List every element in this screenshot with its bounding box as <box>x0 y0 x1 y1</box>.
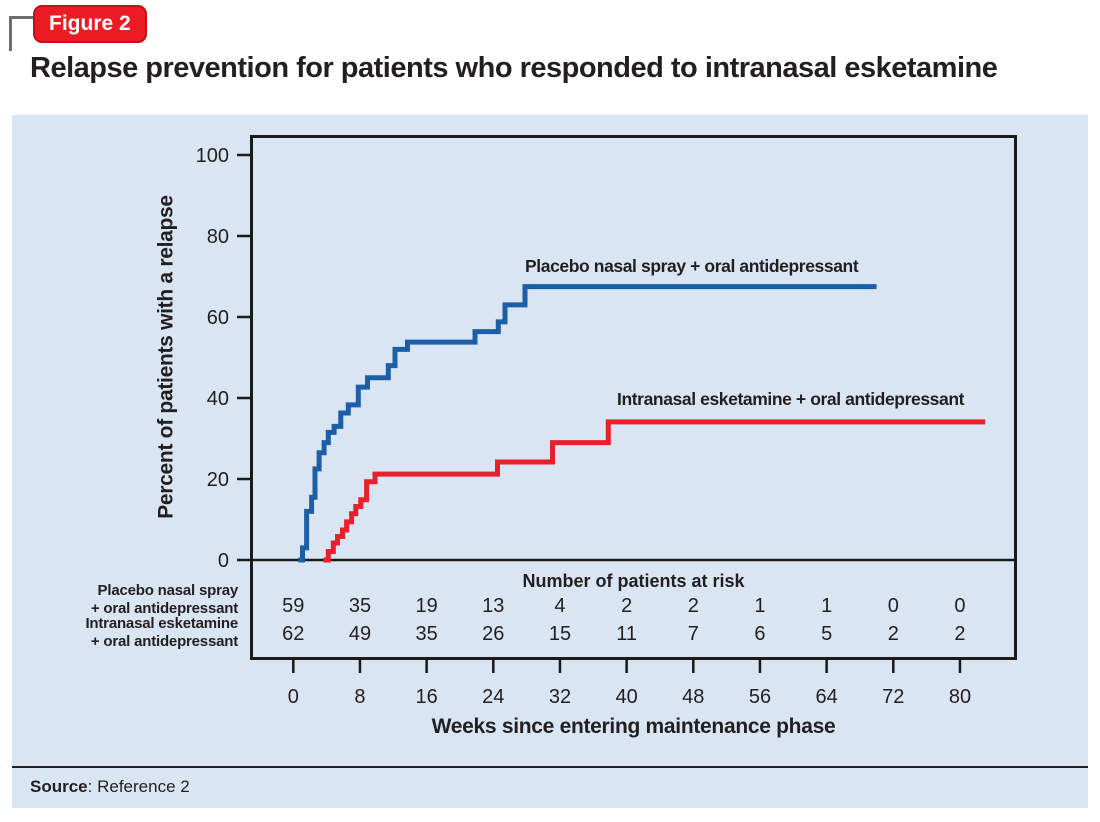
corner-bracket <box>9 16 42 51</box>
x-tick-label: 48 <box>682 686 704 708</box>
y-tick-label: 60 <box>207 307 229 329</box>
x-tick-label: 32 <box>549 686 571 708</box>
series-label-1: Intranasal esketamine + oral antidepress… <box>617 389 965 409</box>
risk-table-heading: Number of patients at risk <box>522 571 745 591</box>
risk-value: 4 <box>554 595 565 617</box>
plot-border <box>250 135 1017 660</box>
risk-value: 0 <box>954 595 965 617</box>
y-tick-label: 100 <box>196 145 229 167</box>
source-note: Source: Reference 2 <box>30 777 190 797</box>
risk-value: 1 <box>754 595 765 617</box>
x-tick-label: 0 <box>288 686 299 708</box>
x-tick-label: 80 <box>949 686 971 708</box>
risk-value: 7 <box>688 623 699 645</box>
risk-value: 1 <box>821 595 832 617</box>
risk-value: 5 <box>821 623 832 645</box>
risk-value: 2 <box>954 623 965 645</box>
risk-value: 6 <box>754 623 765 645</box>
y-tick-label: 0 <box>218 550 229 572</box>
source-text: : Reference 2 <box>87 777 190 796</box>
x-axis-title: Weeks since entering maintenance phase <box>432 715 836 738</box>
x-tick-label: 56 <box>749 686 771 708</box>
series-line-1 <box>323 419 985 563</box>
figure-title: Relapse prevention for patients who resp… <box>30 52 998 84</box>
risk-row-label: + oral antidepressant <box>91 600 238 617</box>
x-tick-label: 40 <box>616 686 638 708</box>
x-tick-label: 64 <box>816 686 838 708</box>
risk-value: 2 <box>888 623 899 645</box>
series-line-0 <box>298 284 877 563</box>
risk-value: 59 <box>282 595 304 617</box>
figure-badge: Figure 2 <box>33 5 147 43</box>
risk-value: 11 <box>616 623 637 645</box>
source-label: Source <box>30 777 88 796</box>
source-divider <box>12 766 1088 768</box>
x-tick-label: 8 <box>354 686 365 708</box>
chart-panel: Percent of patients with a relapse 0 20 40… <box>12 115 1088 808</box>
series-label-0: Placebo nasal spray + oral antidepressan… <box>525 256 859 276</box>
km-plot: 0 20 40 60 80 100 0 8 16 24 32 40 48 56 64 72 80 Weeks si… <box>85 135 1017 738</box>
y-axis-title: Percent of patients with a relapse <box>154 195 178 519</box>
risk-value: 49 <box>349 623 371 645</box>
x-tick-label: 16 <box>416 686 438 708</box>
risk-value: 13 <box>482 595 504 617</box>
risk-value: 2 <box>621 595 632 617</box>
risk-value: 19 <box>416 595 438 617</box>
x-tick-label: 24 <box>482 686 504 708</box>
risk-value: 2 <box>688 595 699 617</box>
risk-row-label: Placebo nasal spray <box>98 582 239 599</box>
risk-value: 62 <box>282 623 304 645</box>
x-tick-label: 72 <box>882 686 904 708</box>
risk-value: 0 <box>888 595 899 617</box>
risk-value: 35 <box>349 595 371 617</box>
risk-value: 26 <box>482 623 504 645</box>
risk-value: 15 <box>549 623 571 645</box>
risk-row-label: + oral antidepressant <box>91 633 238 650</box>
y-tick-label: 40 <box>207 388 229 410</box>
risk-row-label: Intranasal esketamine <box>85 615 238 632</box>
risk-value: 35 <box>416 623 438 645</box>
y-tick-label: 20 <box>207 469 229 491</box>
y-tick-label: 80 <box>207 226 229 248</box>
